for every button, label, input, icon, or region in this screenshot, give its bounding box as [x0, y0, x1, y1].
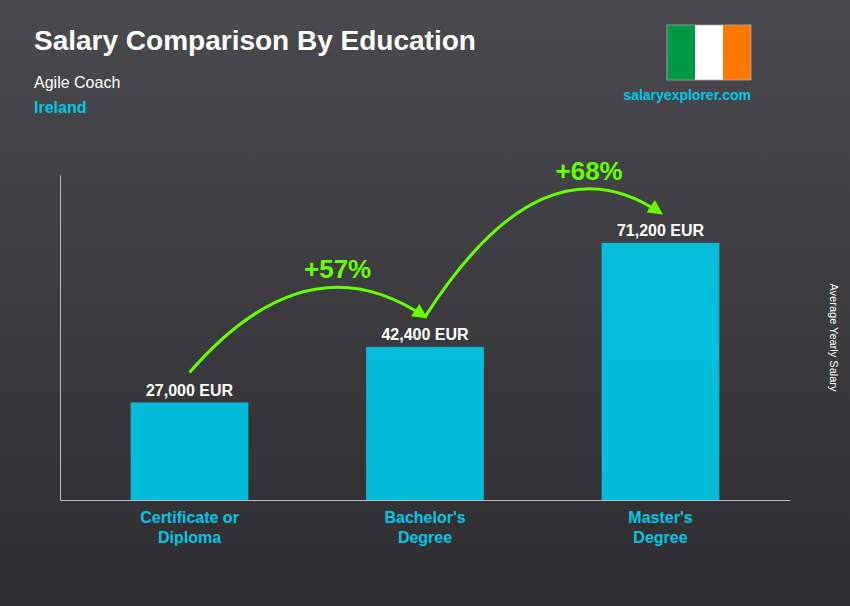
flag-stripe	[723, 25, 751, 80]
chart: Salary Comparison By Education Agile Coac…	[0, 0, 850, 606]
background	[0, 0, 850, 606]
bar	[131, 403, 249, 501]
x-tick-label: Bachelor'sDegree	[384, 509, 465, 545]
bar	[366, 347, 484, 500]
flag	[667, 25, 751, 80]
bar	[602, 243, 720, 500]
y-axis	[60, 176, 61, 501]
y-axis-title: Average Yearly Salary	[828, 283, 840, 392]
x-axis: Certificate orDiploma Bachelor'sDegree Mas…	[61, 501, 791, 546]
arrow	[425, 189, 660, 317]
x-tick-label: Certificate orDiploma	[140, 509, 239, 545]
x-tick: Master'sDegree	[628, 509, 692, 545]
source: salaryexplorer.com	[623, 87, 751, 103]
subtitle: Agile Coach	[34, 74, 120, 91]
arrow	[190, 287, 425, 372]
data-label: 71,200 EUR	[617, 222, 705, 239]
data-labels: 27,000 EUR 42,400 EUR 71,200 EUR	[146, 222, 705, 399]
plot: Certificate orDiploma Bachelor'sDegree Mas…	[61, 156, 791, 546]
annotation: +68%	[556, 156, 623, 186]
x-axis-line	[61, 500, 791, 501]
y-axis-line	[60, 176, 61, 501]
x-tick: Certificate orDiploma	[140, 509, 239, 545]
flag-stripe	[695, 25, 723, 80]
data-label: 27,000 EUR	[146, 382, 234, 399]
data-label: 42,400 EUR	[381, 326, 469, 343]
subtitle: Ireland	[34, 99, 86, 116]
bars	[131, 243, 720, 500]
flag-border	[667, 25, 751, 80]
title: Salary Comparison By Education	[34, 25, 476, 56]
annotation: +57%	[304, 254, 371, 284]
x-tick: Bachelor'sDegree	[384, 509, 465, 545]
flag-stripe	[667, 25, 695, 80]
annotations: +57% +68%	[190, 156, 661, 373]
x-tick-label: Master'sDegree	[628, 509, 692, 545]
